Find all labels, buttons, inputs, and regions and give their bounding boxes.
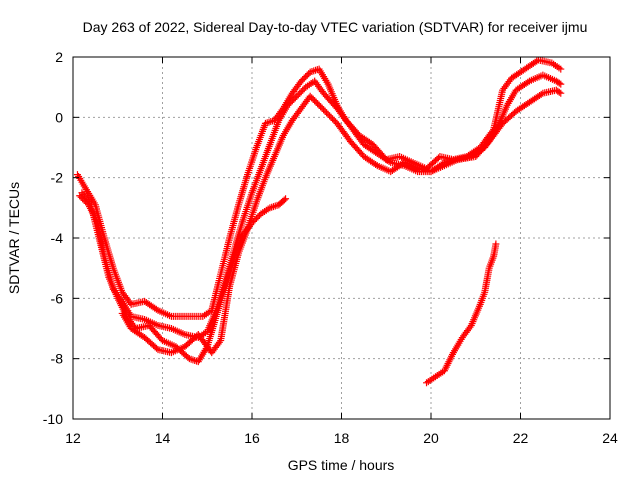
series-track-2 — [76, 71, 565, 342]
data-point — [385, 157, 393, 165]
data-point — [306, 92, 314, 100]
data-point — [215, 338, 223, 346]
chart-title: Day 263 of 2022, Sidereal Day-to-day VTE… — [83, 19, 588, 35]
data-point — [302, 73, 310, 81]
data-point — [466, 323, 474, 331]
data-point — [492, 240, 500, 248]
data-point — [329, 115, 337, 123]
data-point — [288, 97, 296, 105]
data-point — [318, 104, 326, 112]
data-point — [326, 112, 334, 120]
series-track-3 — [78, 189, 290, 366]
x-tick-label: 24 — [602, 430, 618, 446]
data-point — [314, 100, 322, 108]
data-point — [557, 65, 565, 73]
data-points — [73, 56, 565, 387]
data-point — [280, 196, 288, 204]
data-point — [557, 80, 565, 88]
data-point — [308, 94, 316, 102]
ticks — [72, 56, 611, 420]
data-point — [309, 95, 317, 103]
data-point — [311, 97, 319, 105]
data-point — [327, 113, 335, 121]
series-track-1 — [73, 56, 565, 320]
y-axis-title: SDTVAR / TECUs — [6, 182, 22, 294]
data-point — [152, 305, 160, 313]
data-point — [297, 77, 305, 85]
data-point — [284, 101, 292, 109]
data-point — [537, 90, 545, 98]
data-point — [557, 89, 565, 97]
x-tick-label: 22 — [513, 430, 529, 446]
data-point — [265, 118, 273, 126]
y-tick-label: -4 — [51, 230, 64, 246]
data-point — [293, 92, 301, 100]
data-point — [294, 91, 302, 99]
series-track-5 — [423, 240, 500, 387]
y-tick-label: -2 — [51, 170, 64, 186]
y-tick-label: 2 — [55, 49, 63, 65]
y-tick-label: 0 — [55, 109, 63, 125]
y-tick-label: -10 — [43, 411, 63, 427]
data-point — [315, 101, 323, 109]
data-point — [290, 95, 298, 103]
data-point — [312, 98, 320, 106]
y-tick-label: -6 — [51, 290, 64, 306]
data-point — [254, 213, 262, 221]
data-point — [321, 107, 329, 115]
data-point — [287, 98, 295, 106]
y-tick-label: -8 — [51, 351, 64, 367]
data-point — [324, 110, 332, 118]
data-point — [303, 71, 311, 79]
data-point — [372, 160, 380, 168]
series-track-4 — [118, 86, 565, 357]
data-point — [323, 109, 331, 117]
data-point — [299, 76, 307, 84]
data-point — [282, 195, 290, 203]
x-tick-label: 12 — [65, 430, 81, 446]
data-point — [320, 106, 328, 114]
data-point — [555, 79, 563, 87]
data-point — [299, 86, 307, 94]
data-point — [296, 89, 304, 97]
data-point — [524, 78, 532, 86]
data-point — [317, 103, 325, 111]
data-point — [285, 100, 293, 108]
x-tick-label: 16 — [244, 430, 260, 446]
x-axis-title: GPS time / hours — [288, 457, 395, 473]
data-point — [297, 88, 305, 96]
data-point — [291, 94, 299, 102]
data-point — [555, 88, 563, 96]
x-tick-label: 14 — [155, 430, 171, 446]
data-point — [126, 299, 134, 307]
data-point — [330, 116, 338, 124]
data-point — [86, 199, 94, 207]
x-tick-label: 18 — [334, 430, 350, 446]
x-tick-label: 20 — [423, 430, 439, 446]
data-point — [300, 74, 308, 82]
data-point — [251, 216, 259, 224]
